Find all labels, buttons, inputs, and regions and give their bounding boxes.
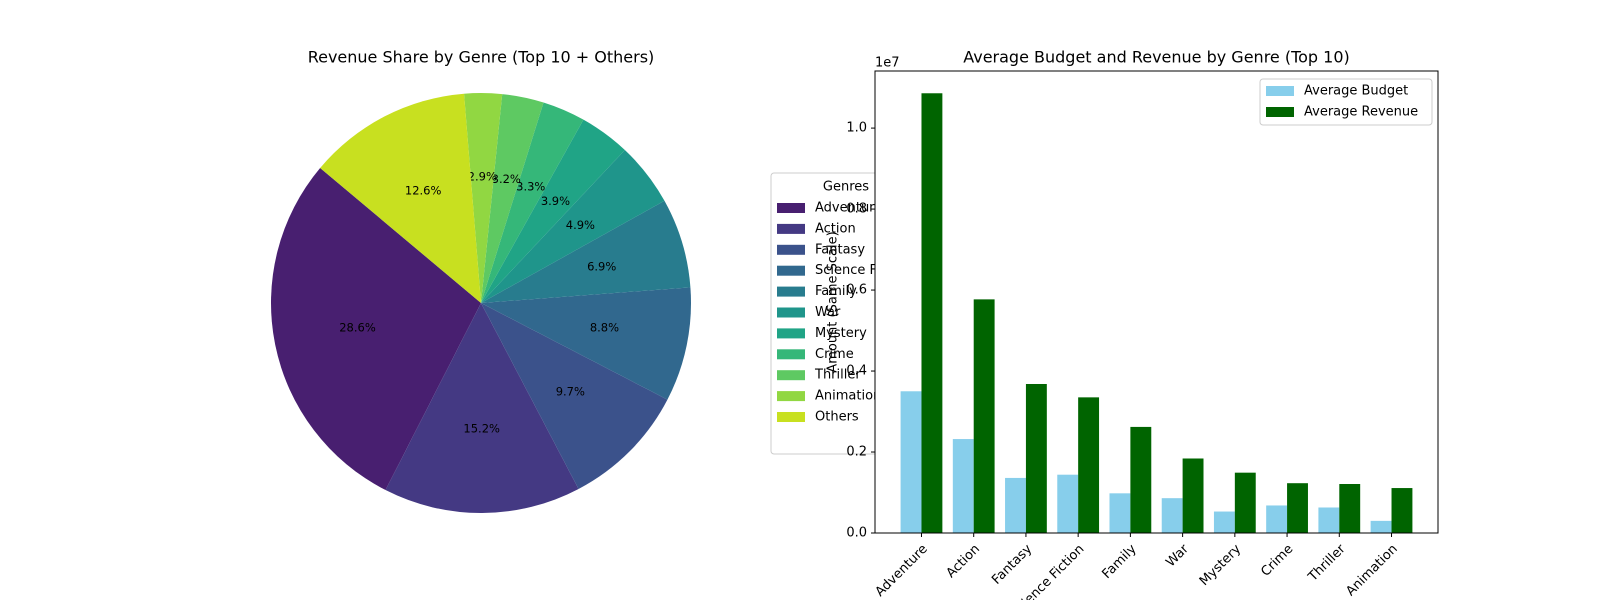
y-tick-label: 0.8 bbox=[846, 202, 867, 217]
chart-title: Revenue Share by Genre (Top 10 + Others) bbox=[308, 48, 655, 67]
y-tick-label: 0.4 bbox=[846, 364, 867, 379]
pie-slice bbox=[481, 119, 625, 303]
pie-slice bbox=[320, 93, 481, 303]
x-tick-label: Fantasy bbox=[989, 541, 1035, 587]
bar bbox=[1182, 458, 1204, 533]
legend-swatch bbox=[1266, 107, 1294, 117]
pie-slice bbox=[464, 92, 503, 303]
legend-swatch bbox=[1266, 86, 1294, 96]
legend-label: Average Revenue bbox=[1304, 105, 1418, 120]
bar bbox=[1287, 483, 1308, 533]
legend-label: Average Budget bbox=[1304, 84, 1408, 99]
bar bbox=[1025, 383, 1047, 533]
y-tick-label: 0.6 bbox=[846, 283, 867, 298]
slice-label: 12.6% bbox=[405, 184, 442, 198]
offset-label: 1e7 bbox=[875, 56, 900, 71]
bar bbox=[1370, 520, 1392, 533]
x-tick-label: Family bbox=[1099, 541, 1139, 581]
legend-label: Action bbox=[815, 221, 856, 236]
bar bbox=[1213, 511, 1235, 533]
slice-label: 8.8% bbox=[590, 321, 619, 335]
legend-label: Family bbox=[815, 284, 857, 299]
bar bbox=[1391, 488, 1413, 533]
bar bbox=[973, 299, 995, 533]
bar bbox=[1109, 493, 1131, 533]
legend-swatch bbox=[777, 328, 805, 339]
legend-title: Genres bbox=[823, 180, 869, 195]
legend-label: Animation bbox=[815, 389, 881, 404]
slice-label: 3.2% bbox=[492, 172, 521, 186]
x-tick-label: Adventure bbox=[873, 542, 931, 600]
bar bbox=[1318, 507, 1340, 533]
bar bbox=[1078, 397, 1100, 533]
y-axis-label: Amount (Same Scale) bbox=[826, 231, 841, 372]
pie-slice bbox=[481, 303, 668, 489]
legend-swatch bbox=[777, 349, 805, 360]
bar bbox=[921, 93, 943, 534]
bar bbox=[1057, 474, 1079, 533]
slice-label: 2.9% bbox=[468, 170, 497, 184]
pie-slice bbox=[481, 287, 691, 400]
x-tick-label: Action bbox=[944, 542, 983, 581]
chart-title: Average Budget and Revenue by Genre (Top… bbox=[963, 48, 1350, 67]
legend-swatch bbox=[777, 412, 805, 422]
slice-label: 28.6% bbox=[339, 321, 376, 335]
slice-label: 15.2% bbox=[463, 421, 500, 435]
y-tick-label: 1.0 bbox=[846, 121, 867, 136]
legend-box bbox=[1259, 78, 1433, 126]
legend-swatch bbox=[777, 307, 805, 318]
y-tick-label: 0.2 bbox=[846, 445, 867, 460]
bar bbox=[900, 391, 922, 533]
legend-label: Crime bbox=[815, 347, 854, 362]
slice-label: 4.9% bbox=[566, 218, 595, 232]
slice-label: 9.7% bbox=[556, 384, 585, 398]
legend-label: Others bbox=[815, 410, 859, 425]
legend-swatch bbox=[777, 223, 805, 234]
y-tick-label: 0.0 bbox=[846, 526, 867, 541]
x-tick-label: Crime bbox=[1258, 542, 1296, 580]
pie-slice bbox=[271, 168, 481, 491]
legend-label: Fantasy bbox=[815, 242, 865, 257]
legend-swatch bbox=[777, 203, 805, 213]
legend-label: War bbox=[815, 305, 841, 320]
pie-slice bbox=[481, 94, 544, 304]
legend-swatch bbox=[777, 370, 805, 381]
pie-slice bbox=[385, 303, 579, 513]
legend-swatch bbox=[777, 244, 805, 255]
x-tick-label: Thriller bbox=[1305, 541, 1349, 585]
legend-swatch bbox=[777, 265, 805, 276]
pie-slice bbox=[481, 200, 691, 303]
legend-swatch bbox=[777, 391, 805, 402]
bar bbox=[952, 439, 974, 533]
x-tick-label: Mystery bbox=[1197, 541, 1244, 588]
bar bbox=[1266, 505, 1288, 533]
slice-label: 3.3% bbox=[516, 180, 545, 194]
axes-frame bbox=[874, 70, 1439, 534]
pie-slice bbox=[481, 102, 584, 304]
bar bbox=[1005, 477, 1026, 533]
slice-label: 3.9% bbox=[541, 194, 570, 208]
slice-label: 6.9% bbox=[587, 259, 616, 273]
bar bbox=[1339, 484, 1361, 533]
x-tick-label: Animation bbox=[1343, 542, 1400, 599]
bar bbox=[1234, 472, 1256, 533]
pie-slice bbox=[481, 150, 665, 303]
legend-swatch bbox=[777, 286, 805, 297]
bar bbox=[1130, 426, 1152, 533]
legend-label: Mystery bbox=[815, 326, 867, 341]
x-tick-label: War bbox=[1163, 541, 1192, 570]
legend-label: Thriller bbox=[814, 368, 861, 383]
bar bbox=[1161, 498, 1183, 533]
legend-label: Adventure bbox=[815, 201, 882, 216]
